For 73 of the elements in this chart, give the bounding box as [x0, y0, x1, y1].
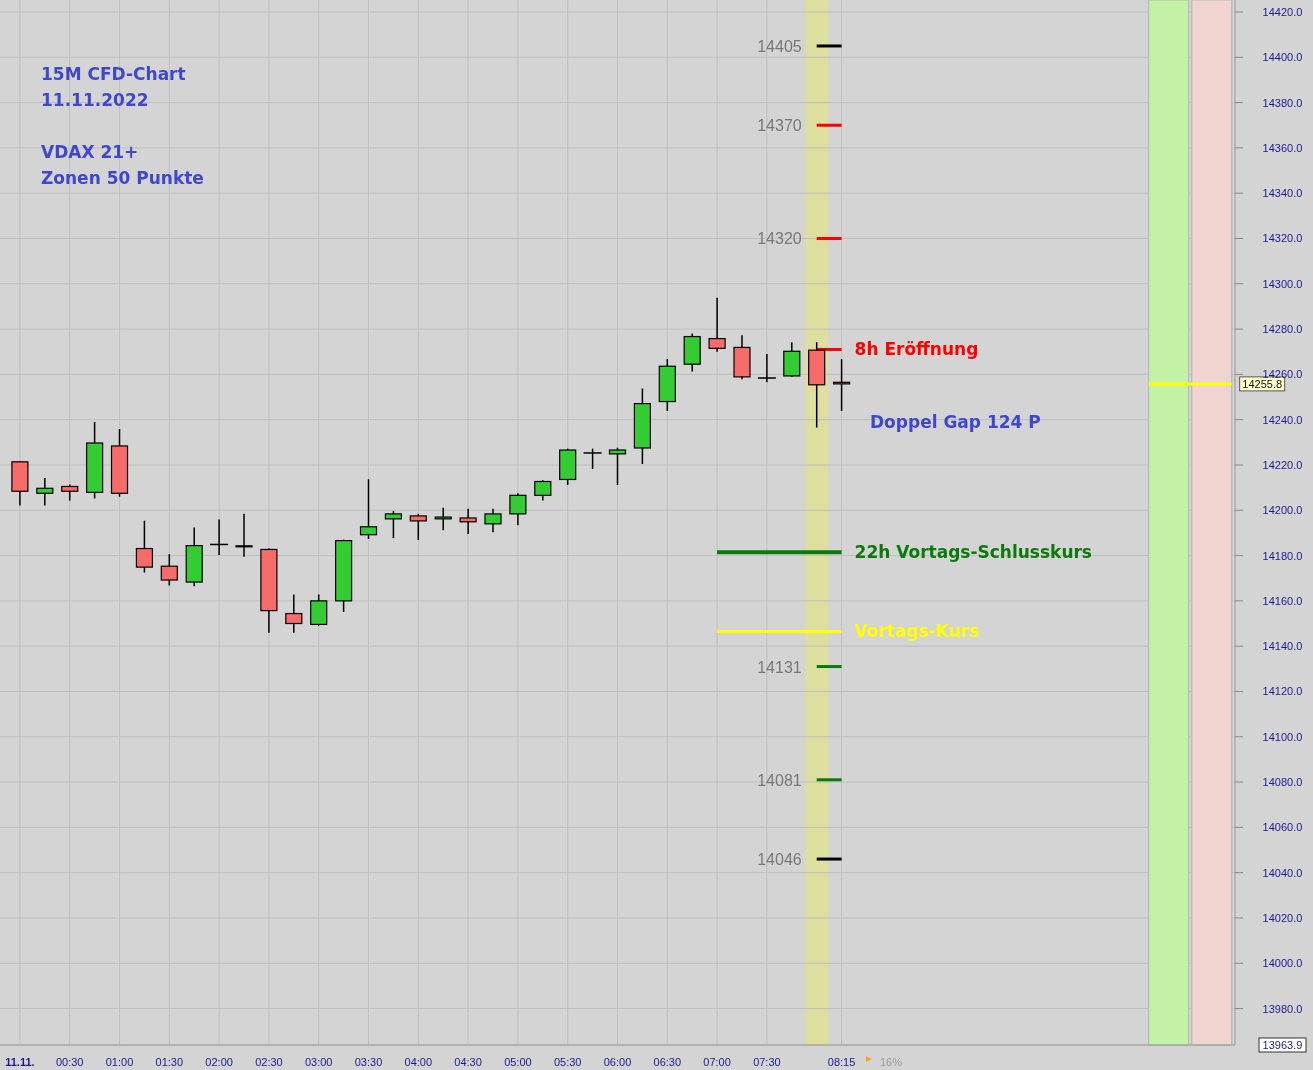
candlestick — [484, 507, 502, 533]
candlestick — [832, 358, 851, 412]
x-tick-label: 01:30 — [155, 1056, 184, 1068]
candlestick — [757, 353, 777, 384]
x-tick-label: 07:00 — [703, 1056, 731, 1068]
y-tick-label: 14080.0 — [1262, 776, 1303, 789]
y-tick-label: 14180.0 — [1262, 549, 1303, 562]
x-tick-label: 06:30 — [653, 1056, 682, 1068]
series-label: 8h Eröffnung — [854, 339, 979, 360]
candlestick — [459, 507, 477, 535]
annotation: Zonen 50 Punkte — [41, 168, 204, 188]
candlestick — [135, 519, 154, 574]
x-tick-label: 04:00 — [404, 1056, 433, 1068]
data-label: 14320 — [757, 230, 802, 248]
candlestick — [384, 510, 403, 539]
x-tick-label: 01:00 — [105, 1056, 134, 1068]
y-tick-label: 14360.0 — [1262, 141, 1303, 154]
y-tick-label: 14380.0 — [1262, 96, 1303, 109]
x-tick-label: 06:00 — [603, 1056, 632, 1068]
x-tick-label: 02:00 — [205, 1056, 233, 1068]
text: 15M CFD-Chart — [41, 64, 186, 84]
candlestick — [160, 553, 178, 587]
candlestick — [359, 478, 378, 540]
candlestick — [235, 512, 253, 558]
y-tick-label: 14100.0 — [1262, 730, 1303, 743]
annotation: VDAX 21+ — [41, 142, 139, 162]
data-label: 14131 — [757, 658, 802, 676]
y-tick-label: 14320.0 — [1262, 232, 1303, 245]
y-tick-label: 14140.0 — [1262, 640, 1303, 653]
y-tick-label: 14020.0 — [1262, 911, 1303, 924]
x-tick-label: 05:00 — [504, 1056, 532, 1068]
candlestick — [608, 447, 627, 486]
y-tick-label: 14240.0 — [1262, 413, 1303, 426]
series-label: 22h Vortags-Schlusskurs — [854, 542, 1093, 563]
x-tick-label: 08:15 — [827, 1056, 856, 1068]
data-label: 14405 — [757, 37, 802, 55]
data-label: 14370 — [757, 117, 802, 135]
y-tick-label: 14200.0 — [1262, 504, 1303, 517]
x-tick-label: 07:30 — [753, 1056, 781, 1068]
candlestick — [434, 507, 452, 531]
y-tick-label: 14000.0 — [1262, 957, 1303, 970]
annotation: Doppel Gap 124 P — [870, 412, 1041, 432]
candlestick — [409, 513, 427, 541]
data-label: 14046 — [757, 851, 802, 869]
y-tick-label: 14280.0 — [1262, 323, 1303, 336]
x-tick-label: 05:30 — [553, 1056, 582, 1068]
candlestick — [534, 479, 552, 502]
data-label: 14081 — [757, 771, 802, 789]
series-label: Vortags-Kurs — [854, 621, 980, 642]
x-tick-label: 11.11. — [5, 1056, 35, 1068]
x-tick-label: 00:30 — [55, 1056, 84, 1068]
y-tick-label: 14060.0 — [1262, 821, 1303, 834]
y-tick-label: 14120.0 — [1262, 685, 1303, 698]
y-tick-label: 14400.0 — [1262, 51, 1303, 64]
candlestick — [310, 593, 328, 627]
x-tick-label: 03:00 — [304, 1056, 333, 1068]
y-tick-label: 14300.0 — [1262, 277, 1303, 290]
y-tick-label: 14220.0 — [1262, 458, 1303, 471]
x-tick-label: 03:30 — [354, 1056, 383, 1068]
data-label: 14255.8 — [1242, 377, 1283, 390]
candlestick — [708, 297, 726, 353]
x-tick-label: 02:30 — [255, 1056, 283, 1068]
y-tick-label: 14160.0 — [1262, 594, 1303, 607]
y-tick-label: 13963.9 — [1262, 1039, 1303, 1051]
candlestick — [36, 477, 54, 507]
text: 11.11.2022 — [41, 90, 149, 110]
y-tick-label: 14340.0 — [1262, 187, 1303, 200]
x-tick-label: 04:30 — [454, 1056, 482, 1068]
y-tick-label: 14040.0 — [1262, 866, 1303, 879]
candlestick — [285, 593, 303, 634]
candlestick — [509, 492, 527, 526]
y-tick-label: 13980.0 — [1262, 1002, 1303, 1015]
y-tick-label: 14420.0 — [1262, 6, 1303, 18]
